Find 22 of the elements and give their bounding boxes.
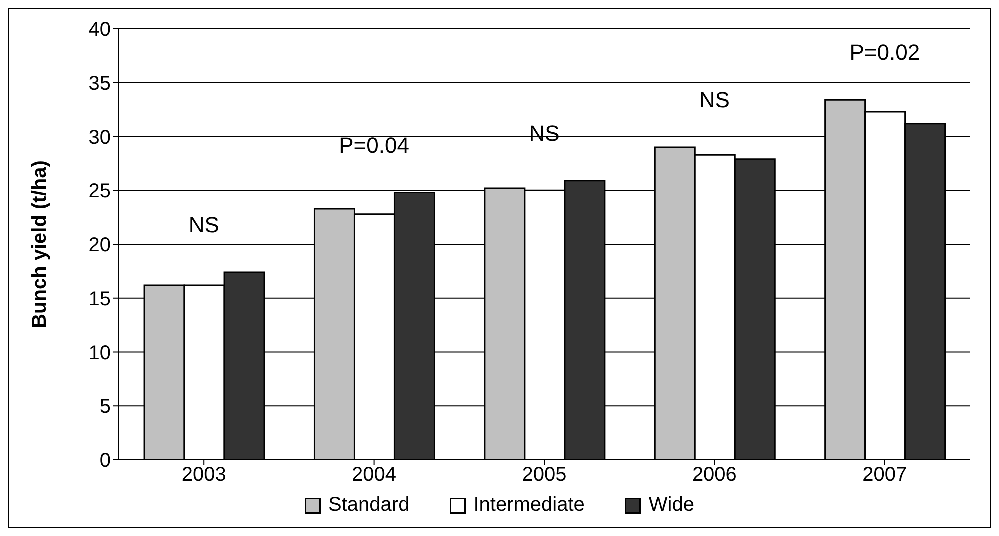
y-tick-label: 10 — [88, 342, 111, 364]
x-tick-label: 2006 — [692, 464, 737, 486]
y-tick-label: 25 — [88, 180, 111, 203]
x-tick-label: 2007 — [862, 464, 908, 486]
x-tick-label: 2004 — [352, 464, 397, 486]
y-tick-label: 15 — [88, 288, 111, 310]
y-tick-label: 40 — [88, 19, 111, 42]
y-tick-label: 0 — [100, 450, 111, 472]
y-tick-label: 30 — [88, 126, 111, 149]
annotation: NS — [188, 212, 220, 238]
legend-label: Wide — [648, 494, 694, 517]
y-tick-label: 20 — [88, 234, 111, 257]
legend-label: Standard — [328, 494, 410, 517]
x-tick-label: 2005 — [522, 464, 567, 486]
annotation: P=0.02 — [850, 40, 920, 66]
y-axis-title: Bunch yield (t/ha) — [29, 160, 52, 328]
x-tick-label: 2003 — [182, 464, 226, 486]
y-tick-label: 5 — [100, 396, 111, 418]
legend-label: Intermediate — [474, 494, 585, 517]
annotation: NS — [699, 88, 730, 113]
annotation: P=0.04 — [339, 132, 410, 158]
y-tick-label: 35 — [88, 72, 111, 95]
